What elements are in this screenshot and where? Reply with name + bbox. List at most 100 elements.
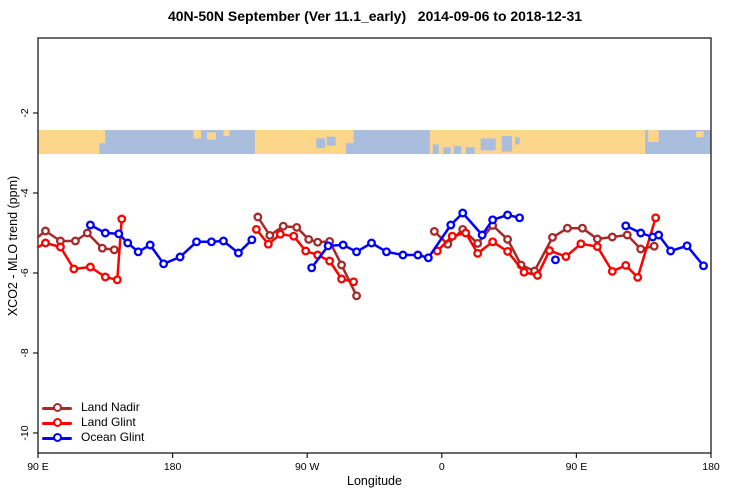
series-ocean-glint-point (352, 247, 362, 257)
series-land-nadir-point (337, 260, 347, 270)
series-ocean-glint-point (233, 248, 243, 258)
series-land-nadir-point (70, 236, 80, 246)
series-land-glint-point (349, 277, 359, 287)
series-land-glint-point (337, 274, 347, 284)
series-ocean-glint-point (682, 241, 692, 251)
series-land-nadir-point (562, 223, 572, 233)
map-band-island-speck (223, 130, 230, 136)
legend-label: Land Glint (81, 415, 136, 429)
series-land-nadir-point (636, 244, 646, 254)
series-land-glint-point (473, 248, 483, 258)
legend: Land Nadir Land Glint Ocean Glint (42, 400, 144, 445)
land-glint-marker-icon (42, 417, 72, 428)
map-band-sea-speck (501, 136, 513, 152)
map-band-sea-speck (453, 145, 462, 154)
x-tick-label: 90 E (566, 461, 588, 473)
series-ocean-glint-point (413, 250, 423, 260)
legend-item-land-nadir: Land Nadir (42, 400, 144, 415)
series-ocean-glint-point (382, 247, 391, 257)
series-land-glint-point (263, 239, 273, 249)
legend-item-ocean-glint: Ocean Glint (42, 430, 144, 445)
map-band-land (38, 130, 106, 154)
series-land-nadir-point (473, 238, 483, 248)
series-ocean-glint-point (338, 240, 348, 250)
series-land-nadir-point (41, 226, 50, 236)
x-tick-label: 0 (439, 461, 445, 473)
series-ocean-glint-point (207, 237, 216, 247)
series-ocean-glint-point (515, 213, 525, 223)
series-ocean-glint-point (133, 247, 143, 257)
series-ocean-glint-point (458, 208, 468, 218)
series-ocean-glint-point (477, 230, 487, 240)
series-land-glint-point (519, 267, 529, 277)
series-ocean-glint-point (488, 215, 498, 225)
series-land-glint-point (55, 242, 65, 252)
ocean-glint-marker-icon (42, 432, 72, 443)
series-land-nadir-point (352, 291, 362, 301)
series-land-glint-point (461, 228, 471, 238)
series-land-glint-point (275, 229, 285, 239)
map-band-sea-speck (465, 147, 475, 154)
series-ocean-glint-point (367, 238, 376, 248)
map-band-land (254, 130, 354, 154)
y-axis-title: XCO2 - MLO trend (ppm) (6, 175, 20, 317)
y-tick-label: -2 (19, 108, 31, 117)
series-land-glint-point (251, 224, 261, 234)
legend-item-land-glint: Land Glint (42, 415, 144, 430)
series-land-nadir-line (256, 215, 358, 298)
series-land-nadir-point (503, 234, 513, 244)
map-band-sea-speck (515, 137, 520, 145)
series-ocean-glint-point (666, 246, 676, 256)
series-land-glint-point (69, 264, 79, 274)
series-land-glint-point (447, 231, 457, 241)
series-land-glint-point (651, 213, 661, 223)
series-land-nadir-point (577, 223, 587, 233)
series-land-nadir-point (97, 243, 107, 253)
series-land-glint-point (488, 237, 498, 247)
series-ocean-glint-point (654, 230, 664, 240)
map-band-sea-speck (316, 138, 326, 148)
series-ocean-glint-point (114, 229, 124, 239)
series-land-nadir-point (313, 237, 323, 247)
series-ocean-glint-point (423, 253, 433, 263)
series-land-glint-point (325, 256, 335, 266)
y-tick-label: -6 (19, 268, 31, 277)
series-ocean-glint-point (175, 252, 185, 262)
y-tick-label: -8 (19, 348, 31, 357)
series-land-nadir-point (82, 228, 92, 238)
series-ocean-glint-point (503, 210, 513, 220)
map-band-sea-speck (432, 144, 439, 154)
series-ocean-glint-point (192, 237, 201, 247)
series-ocean-glint-point (621, 221, 631, 231)
y-tick-label: -4 (19, 188, 31, 197)
series-land-glint-point (633, 272, 643, 282)
series-land-nadir-point (548, 232, 557, 242)
y-tick-label: -10 (19, 425, 31, 440)
series-land-glint-point (592, 242, 602, 252)
series-land-glint-point (576, 239, 586, 249)
series-land-nadir-point (292, 222, 302, 232)
series-ocean-glint-point (145, 240, 155, 250)
map-band-sea-speck (346, 143, 354, 154)
map-band-sea-speck (443, 147, 451, 154)
series-land-glint-point (100, 272, 110, 282)
land-nadir-marker-icon (42, 402, 72, 413)
map-band-land (429, 130, 646, 154)
series-land-nadir-point (607, 232, 617, 242)
series-land-nadir-point (253, 212, 263, 222)
x-tick-label: 180 (164, 461, 182, 473)
series-ocean-glint-line (310, 211, 521, 270)
series-land-nadir-line (433, 224, 656, 273)
map-band-sea-speck (99, 143, 106, 154)
series-land-nadir-point (109, 245, 119, 255)
series-land-nadir-point (649, 241, 659, 251)
series-ocean-glint-point (307, 263, 317, 273)
series-land-nadir-point (592, 234, 602, 244)
legend-label: Ocean Glint (81, 430, 145, 444)
map-band-island-speck (648, 130, 659, 142)
series-ocean-glint-point (398, 250, 408, 260)
series-land-nadir-point (265, 230, 275, 240)
series-ocean-glint-line (89, 223, 254, 266)
series-ocean-glint-point (323, 241, 333, 251)
